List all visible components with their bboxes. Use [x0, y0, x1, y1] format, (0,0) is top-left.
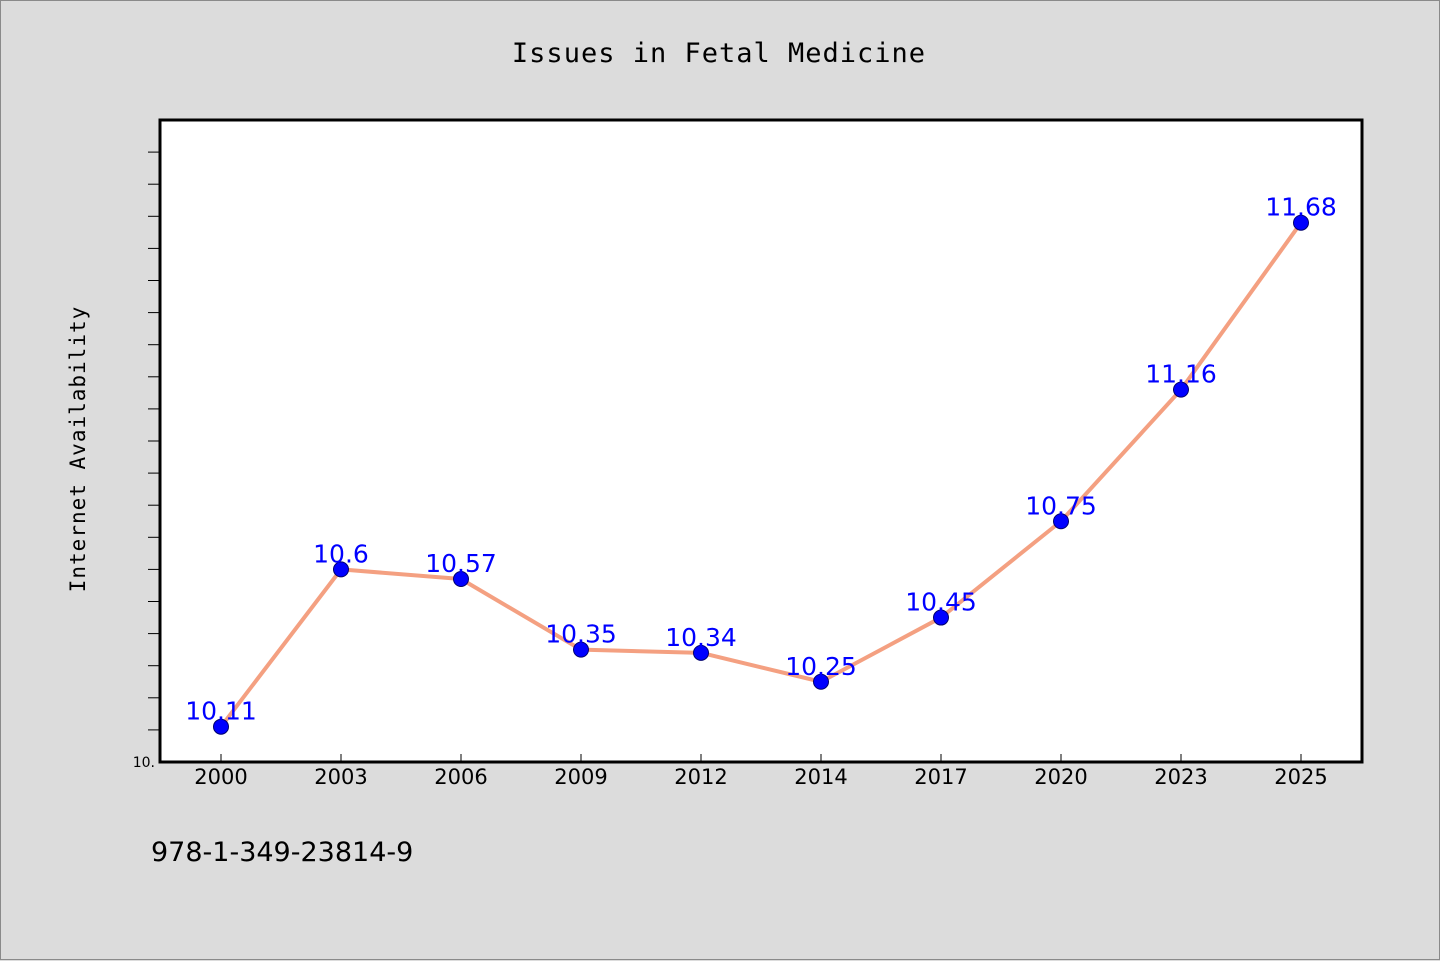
data-point — [933, 609, 949, 626]
chart-title: Issues in Fetal Medicine — [512, 38, 926, 69]
data-label: 10.11 — [185, 697, 257, 726]
data-label: 10.35 — [545, 620, 617, 649]
data-label: 10.57 — [425, 549, 497, 578]
data-point — [1293, 214, 1309, 231]
data-point — [1173, 381, 1189, 398]
x-tick-label: 2000 — [194, 765, 247, 789]
x-tick-label: 2020 — [1034, 765, 1087, 789]
x-tick-label: 2012 — [674, 765, 727, 789]
data-point — [1053, 513, 1069, 530]
data-point — [573, 641, 589, 658]
series-layer: 10.11 10.6 10.57 10.35 10.34 10.25 10.45 10.75 1… — [185, 193, 1337, 735]
x-tick-label: 2023 — [1154, 765, 1207, 789]
data-label: 10.45 — [905, 588, 977, 617]
x-tick-label: 2025 — [1274, 765, 1327, 789]
data-point — [453, 571, 469, 588]
y-axis-min-label: 10. — [133, 755, 155, 771]
data-point — [333, 561, 349, 578]
footer-code: 978-1-349-23814-9 — [151, 837, 414, 868]
y-axis-ticks — [148, 151, 160, 731]
x-tick-label: 2017 — [914, 765, 967, 789]
x-axis-ticks: 2000 2003 2006 2009 2012 2014 2017 2020 2023 2025 — [194, 754, 1328, 789]
data-label: 11.16 — [1145, 360, 1217, 389]
data-point — [693, 644, 709, 661]
plot-area — [158, 118, 1364, 764]
data-point — [813, 673, 829, 690]
x-tick-label: 2009 — [554, 765, 607, 789]
data-point — [213, 718, 229, 735]
x-tick-label: 2003 — [314, 765, 367, 789]
data-label: 10.75 — [1025, 491, 1097, 520]
data-label: 10.6 — [313, 539, 369, 568]
series-line — [219, 221, 1303, 728]
data-label: 10.34 — [665, 623, 737, 652]
x-tick-label: 2014 — [794, 765, 847, 789]
data-label: 10.25 — [785, 652, 857, 681]
x-tick-label: 2006 — [434, 765, 487, 789]
data-label: 11.68 — [1265, 193, 1337, 222]
y-axis-label: Internet Availability — [66, 306, 90, 593]
